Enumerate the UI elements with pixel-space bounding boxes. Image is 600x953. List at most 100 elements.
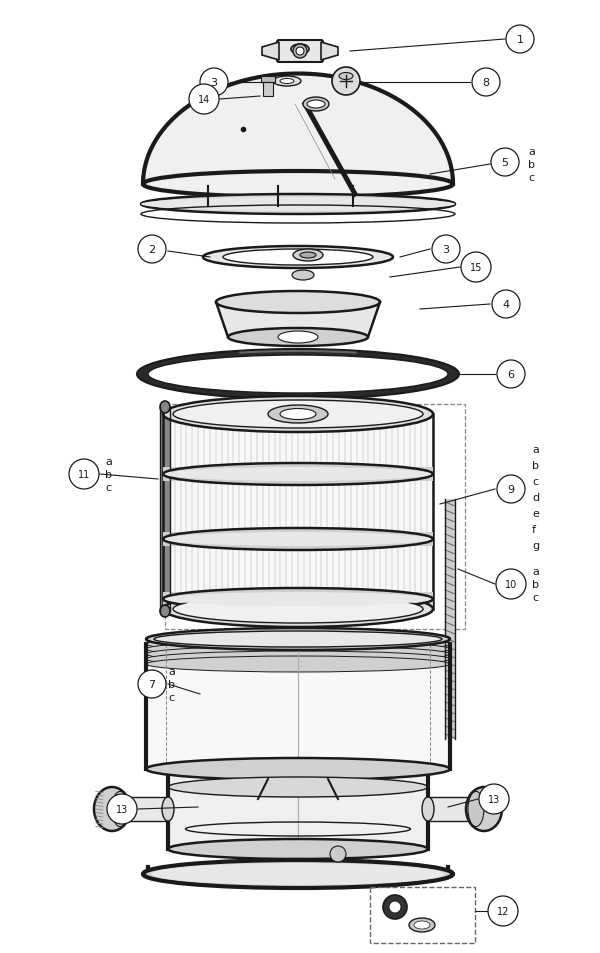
Ellipse shape	[94, 787, 130, 831]
Ellipse shape	[466, 787, 502, 831]
Polygon shape	[143, 74, 453, 196]
Text: b: b	[105, 470, 112, 479]
Circle shape	[69, 459, 99, 490]
Text: b: b	[168, 679, 175, 689]
Text: 15: 15	[470, 263, 482, 273]
Bar	[168, 778, 428, 849]
Text: c: c	[105, 482, 111, 493]
Circle shape	[497, 476, 525, 503]
Text: 5: 5	[502, 158, 509, 168]
Bar	[445, 499, 455, 740]
Circle shape	[200, 69, 228, 97]
Ellipse shape	[148, 355, 448, 394]
Polygon shape	[262, 43, 279, 61]
Ellipse shape	[165, 533, 431, 546]
Ellipse shape	[141, 198, 455, 212]
Circle shape	[432, 235, 460, 264]
Ellipse shape	[143, 861, 453, 888]
Ellipse shape	[409, 918, 435, 932]
Ellipse shape	[146, 637, 450, 652]
Text: 11: 11	[78, 470, 90, 479]
Text: 4: 4	[502, 299, 509, 310]
Ellipse shape	[203, 247, 393, 269]
Ellipse shape	[137, 350, 459, 399]
Circle shape	[138, 235, 166, 264]
Bar	[261, 77, 275, 83]
Ellipse shape	[160, 401, 170, 414]
Circle shape	[330, 846, 346, 862]
Ellipse shape	[160, 605, 170, 618]
Circle shape	[107, 794, 137, 824]
Circle shape	[488, 896, 518, 926]
Text: 3: 3	[211, 78, 218, 88]
Ellipse shape	[163, 463, 433, 485]
Ellipse shape	[173, 596, 423, 623]
Bar	[428, 797, 470, 821]
Circle shape	[496, 569, 526, 599]
Ellipse shape	[146, 628, 450, 650]
Text: a: a	[105, 456, 112, 467]
Circle shape	[492, 291, 520, 318]
Bar	[165, 405, 465, 629]
Ellipse shape	[146, 631, 450, 647]
Text: a: a	[532, 444, 539, 455]
Text: b: b	[528, 160, 535, 170]
Ellipse shape	[422, 797, 434, 821]
Bar	[146, 644, 450, 769]
Text: 10: 10	[505, 579, 517, 589]
Text: c: c	[532, 476, 538, 486]
Ellipse shape	[163, 592, 433, 627]
Ellipse shape	[291, 45, 309, 55]
Ellipse shape	[151, 863, 445, 885]
Ellipse shape	[165, 593, 431, 606]
Text: 3: 3	[443, 245, 449, 254]
Ellipse shape	[163, 588, 433, 610]
Text: 7: 7	[148, 679, 155, 689]
Ellipse shape	[165, 468, 431, 481]
Ellipse shape	[146, 657, 450, 672]
Ellipse shape	[228, 329, 368, 347]
Ellipse shape	[163, 396, 433, 433]
Ellipse shape	[280, 79, 294, 85]
Text: b: b	[532, 460, 539, 471]
Text: 14: 14	[198, 95, 210, 105]
Ellipse shape	[300, 253, 316, 258]
Ellipse shape	[216, 292, 380, 314]
Circle shape	[497, 360, 525, 389]
Text: g: g	[532, 540, 539, 551]
Bar	[163, 415, 433, 609]
Bar	[163, 468, 433, 481]
Ellipse shape	[468, 792, 484, 827]
Ellipse shape	[141, 194, 455, 214]
Ellipse shape	[223, 250, 373, 266]
Ellipse shape	[307, 101, 325, 109]
Circle shape	[472, 69, 500, 97]
Ellipse shape	[414, 921, 430, 929]
Text: 13: 13	[116, 804, 128, 814]
Text: c: c	[168, 692, 174, 702]
Circle shape	[389, 901, 401, 913]
Text: c: c	[532, 593, 538, 602]
Ellipse shape	[273, 77, 301, 87]
Text: c: c	[528, 172, 534, 183]
Ellipse shape	[280, 409, 316, 420]
Text: 6: 6	[508, 370, 515, 379]
Ellipse shape	[303, 98, 329, 112]
Circle shape	[506, 26, 534, 54]
Text: d: d	[532, 493, 539, 502]
Ellipse shape	[146, 646, 450, 662]
Ellipse shape	[168, 840, 428, 859]
Ellipse shape	[146, 651, 450, 667]
Ellipse shape	[168, 778, 428, 797]
Circle shape	[293, 45, 307, 59]
Circle shape	[479, 784, 509, 814]
Ellipse shape	[146, 759, 450, 781]
Ellipse shape	[278, 332, 318, 344]
Circle shape	[189, 85, 219, 115]
Ellipse shape	[268, 406, 328, 423]
Bar	[160, 408, 170, 612]
Ellipse shape	[173, 400, 423, 429]
Ellipse shape	[292, 271, 314, 281]
Circle shape	[491, 149, 519, 177]
Text: a: a	[528, 147, 535, 157]
